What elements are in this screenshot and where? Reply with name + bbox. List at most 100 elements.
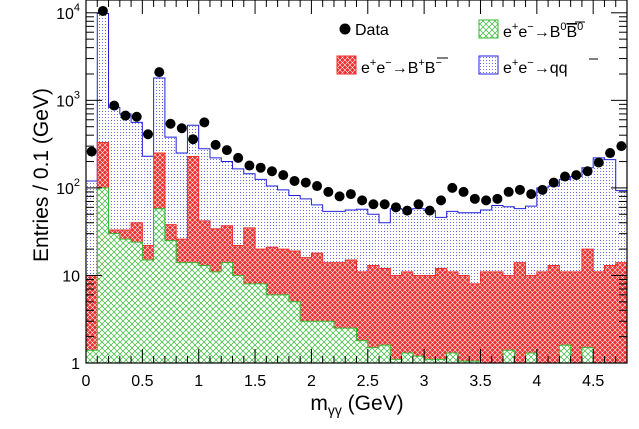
x-axis-title-sub: γγ bbox=[328, 402, 342, 418]
bar-bb-charged bbox=[435, 269, 447, 363]
bar-bb-neutral bbox=[165, 241, 177, 363]
bar-bb-neutral bbox=[142, 260, 154, 363]
bar-bb-neutral bbox=[233, 275, 245, 363]
bar-bb-charged bbox=[424, 275, 436, 363]
data-point bbox=[143, 129, 153, 139]
bar-bb-neutral bbox=[447, 353, 459, 363]
data-point bbox=[492, 194, 502, 204]
data-point bbox=[504, 187, 514, 197]
bar-bb-neutral bbox=[503, 350, 515, 363]
bar-bb-charged bbox=[390, 275, 402, 363]
bar-bb-neutral bbox=[199, 265, 211, 363]
data-point bbox=[166, 119, 176, 129]
legend-qq-swatch bbox=[479, 56, 498, 74]
data-point bbox=[211, 140, 221, 150]
data-point bbox=[391, 202, 401, 212]
bar-bb-charged bbox=[593, 272, 605, 363]
data-point bbox=[402, 206, 412, 216]
data-point bbox=[222, 145, 232, 155]
bar-bb-neutral bbox=[559, 345, 571, 363]
x-tick-label: 2 bbox=[307, 373, 316, 390]
bar-bb-neutral bbox=[311, 321, 323, 363]
data-point bbox=[109, 101, 119, 111]
legend-bb-charged-swatch bbox=[337, 56, 356, 74]
x-tick-label: 4 bbox=[532, 373, 541, 390]
data-point bbox=[120, 111, 130, 121]
bar-bb-neutral bbox=[379, 345, 391, 363]
legend-bb-neutral-swatch bbox=[479, 20, 498, 38]
bar-bb-charged bbox=[537, 272, 549, 363]
bar-bb-neutral bbox=[368, 348, 380, 363]
data-point bbox=[470, 194, 480, 204]
bar-bb-neutral bbox=[300, 321, 312, 363]
data-point bbox=[481, 195, 491, 205]
x-tick-label: 3 bbox=[420, 373, 429, 390]
data-point bbox=[537, 185, 547, 195]
bar-bb-neutral bbox=[176, 263, 188, 363]
x-tick-label: 0.5 bbox=[131, 373, 153, 390]
bar-bb-charged bbox=[514, 263, 526, 363]
data-point bbox=[301, 178, 311, 188]
x-axis-title-main: m bbox=[310, 392, 328, 415]
legend-data-label: Data bbox=[355, 22, 389, 39]
bar-bb-neutral bbox=[109, 234, 121, 363]
bar-bb-neutral bbox=[154, 209, 166, 363]
data-point bbox=[335, 191, 345, 201]
data-point bbox=[278, 170, 288, 180]
y-tick-label: 10 bbox=[62, 268, 80, 285]
bar-bb-neutral bbox=[210, 272, 222, 363]
bar-bb-charged bbox=[480, 272, 492, 363]
data-point bbox=[571, 170, 581, 180]
bar-bb-charged bbox=[447, 272, 459, 363]
data-point bbox=[87, 147, 97, 157]
x-tick-label: 2.5 bbox=[357, 373, 379, 390]
data-point bbox=[413, 199, 423, 209]
data-point bbox=[312, 181, 322, 191]
bar-bb-neutral bbox=[278, 295, 290, 363]
bar-bb-charged bbox=[526, 275, 538, 363]
x-tick-label: 4.5 bbox=[582, 373, 604, 390]
bar-bb-neutral bbox=[357, 341, 369, 363]
y-axis-title: Entries / 0.1 (GeV) bbox=[30, 88, 53, 262]
data-point bbox=[526, 189, 536, 199]
data-point bbox=[380, 199, 390, 209]
data-point bbox=[290, 176, 300, 186]
x-axis-title: mγγ (GeV) bbox=[310, 392, 403, 418]
bar-bb-charged bbox=[469, 284, 481, 363]
x-tick-label: 3.5 bbox=[469, 373, 491, 390]
data-point bbox=[515, 185, 525, 195]
bar-bb-neutral bbox=[86, 350, 98, 363]
bar-bb-neutral bbox=[266, 295, 278, 363]
bar-bb-charged bbox=[458, 275, 470, 363]
data-point bbox=[628, 153, 638, 163]
data-point bbox=[177, 123, 187, 133]
data-point bbox=[188, 134, 198, 144]
data-point bbox=[346, 189, 356, 199]
y-tick-label: 103 bbox=[56, 89, 80, 110]
bar-bb-charged bbox=[413, 275, 425, 363]
legend-bb-charged-label: e+e−→B+B− bbox=[361, 57, 442, 77]
bar-bb-charged bbox=[402, 272, 414, 363]
data-point bbox=[98, 6, 108, 16]
bar-bb-neutral bbox=[289, 302, 301, 363]
data-point bbox=[357, 195, 367, 205]
bar-bb-charged bbox=[616, 263, 628, 363]
data-point bbox=[323, 187, 333, 197]
bar-bb-charged bbox=[604, 265, 616, 363]
bar-bb-charged bbox=[492, 272, 504, 363]
data-point bbox=[560, 171, 570, 181]
data-point bbox=[459, 187, 469, 197]
legend-bb-neutral-label: e+e−→B0B0 bbox=[503, 21, 583, 41]
bar-bb-neutral bbox=[582, 348, 594, 363]
bar-bb-neutral bbox=[323, 321, 335, 363]
data-point bbox=[549, 178, 559, 188]
data-point bbox=[594, 158, 604, 168]
bar-bb-neutral bbox=[526, 353, 538, 363]
data-point bbox=[583, 166, 593, 176]
bar-bb-neutral bbox=[255, 284, 267, 363]
data-point bbox=[368, 199, 378, 209]
